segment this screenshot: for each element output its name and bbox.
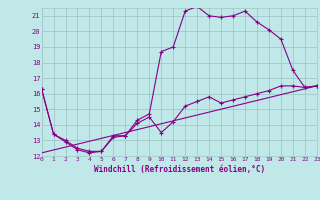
X-axis label: Windchill (Refroidissement éolien,°C): Windchill (Refroidissement éolien,°C) bbox=[94, 165, 265, 174]
